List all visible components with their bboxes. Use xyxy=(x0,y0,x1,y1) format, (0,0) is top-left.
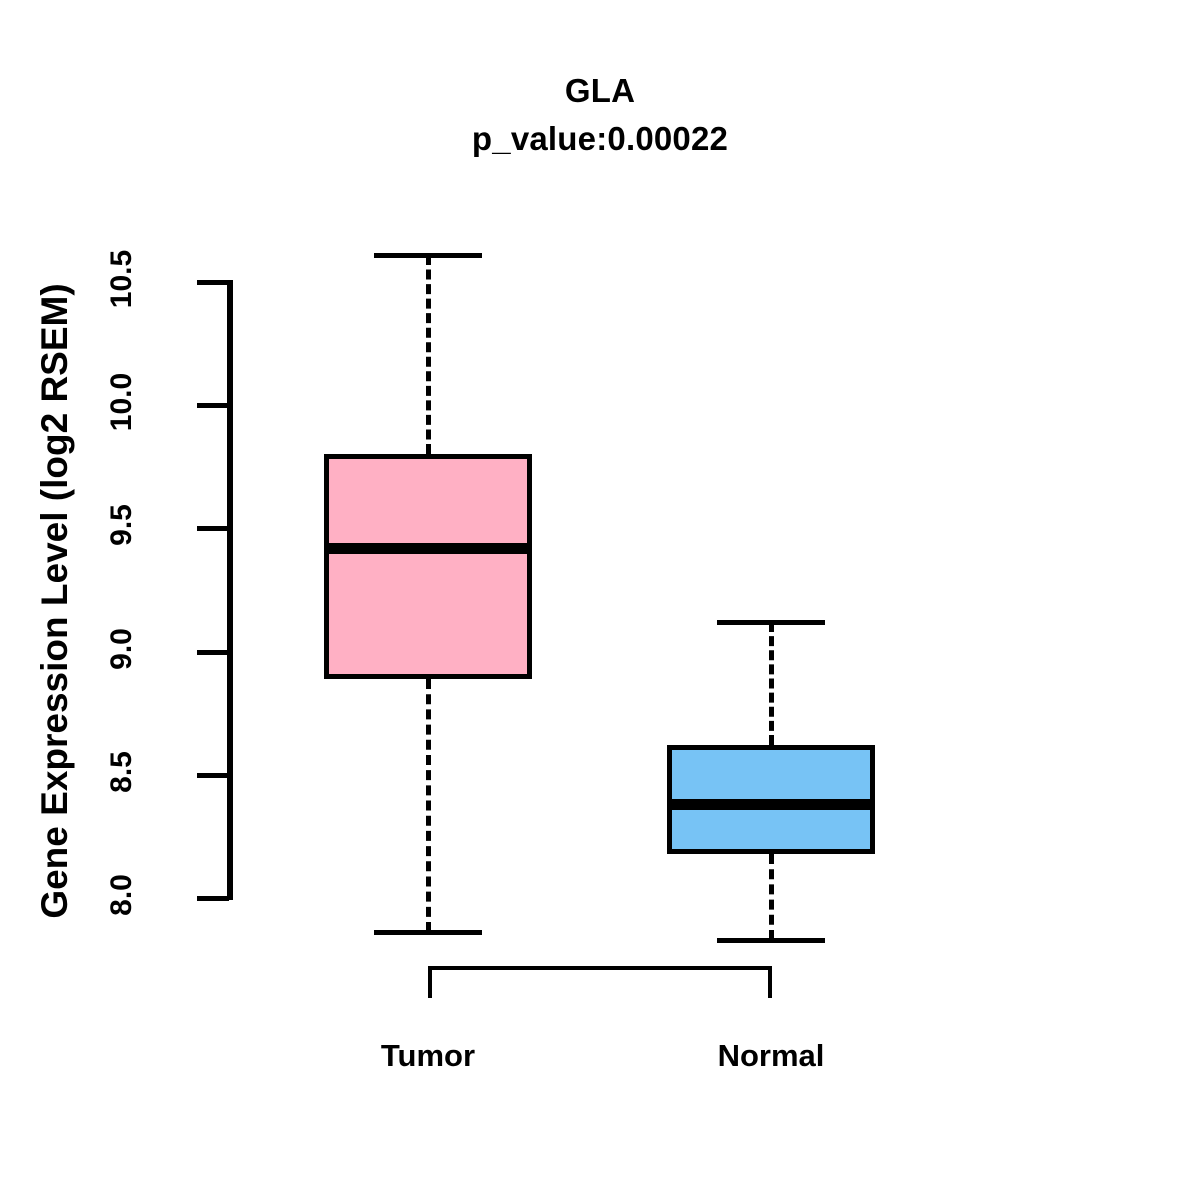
box-rect xyxy=(324,454,532,679)
y-tick-label: 8.5 xyxy=(105,750,138,793)
y-axis-label: Gene Expression Level (log2 RSEM) xyxy=(34,283,75,919)
upper-whisker-line xyxy=(426,254,431,455)
y-tick-mark xyxy=(197,280,229,285)
x-tick-label-normal: Normal xyxy=(717,1038,825,1073)
y-tick-mark xyxy=(197,772,229,778)
lower-whisker-cap xyxy=(374,930,482,936)
y-axis-line xyxy=(227,280,233,900)
lower-whisker-line xyxy=(426,678,431,933)
chart-subtitle-pvalue: p_value:0.00022 xyxy=(471,120,729,157)
bracket-left-leg xyxy=(428,966,432,998)
x-tick-label-tumor: Tumor xyxy=(380,1038,476,1073)
y-tick-label: 10.5 xyxy=(105,249,138,309)
median-line xyxy=(324,543,532,555)
upper-whisker-cap xyxy=(717,620,825,626)
lower-whisker-cap xyxy=(717,937,825,943)
y-tick-mark xyxy=(197,649,229,655)
y-tick-label: 9.0 xyxy=(105,627,138,670)
bracket-right-leg xyxy=(768,966,772,998)
y-tick-label: 8.0 xyxy=(105,874,138,916)
upper-whisker-cap xyxy=(374,252,482,258)
y-tick-label: 9.5 xyxy=(105,504,138,547)
upper-whisker-line xyxy=(769,622,774,746)
bracket-top-line xyxy=(428,966,772,970)
median-line xyxy=(667,799,875,811)
y-tick-label: 10.0 xyxy=(105,373,138,432)
y-tick-mark xyxy=(197,403,229,409)
lower-whisker-line xyxy=(769,853,774,940)
y-tick-mark xyxy=(197,526,229,532)
y-tick-mark xyxy=(197,896,229,901)
chart-title: GLA xyxy=(564,72,636,109)
